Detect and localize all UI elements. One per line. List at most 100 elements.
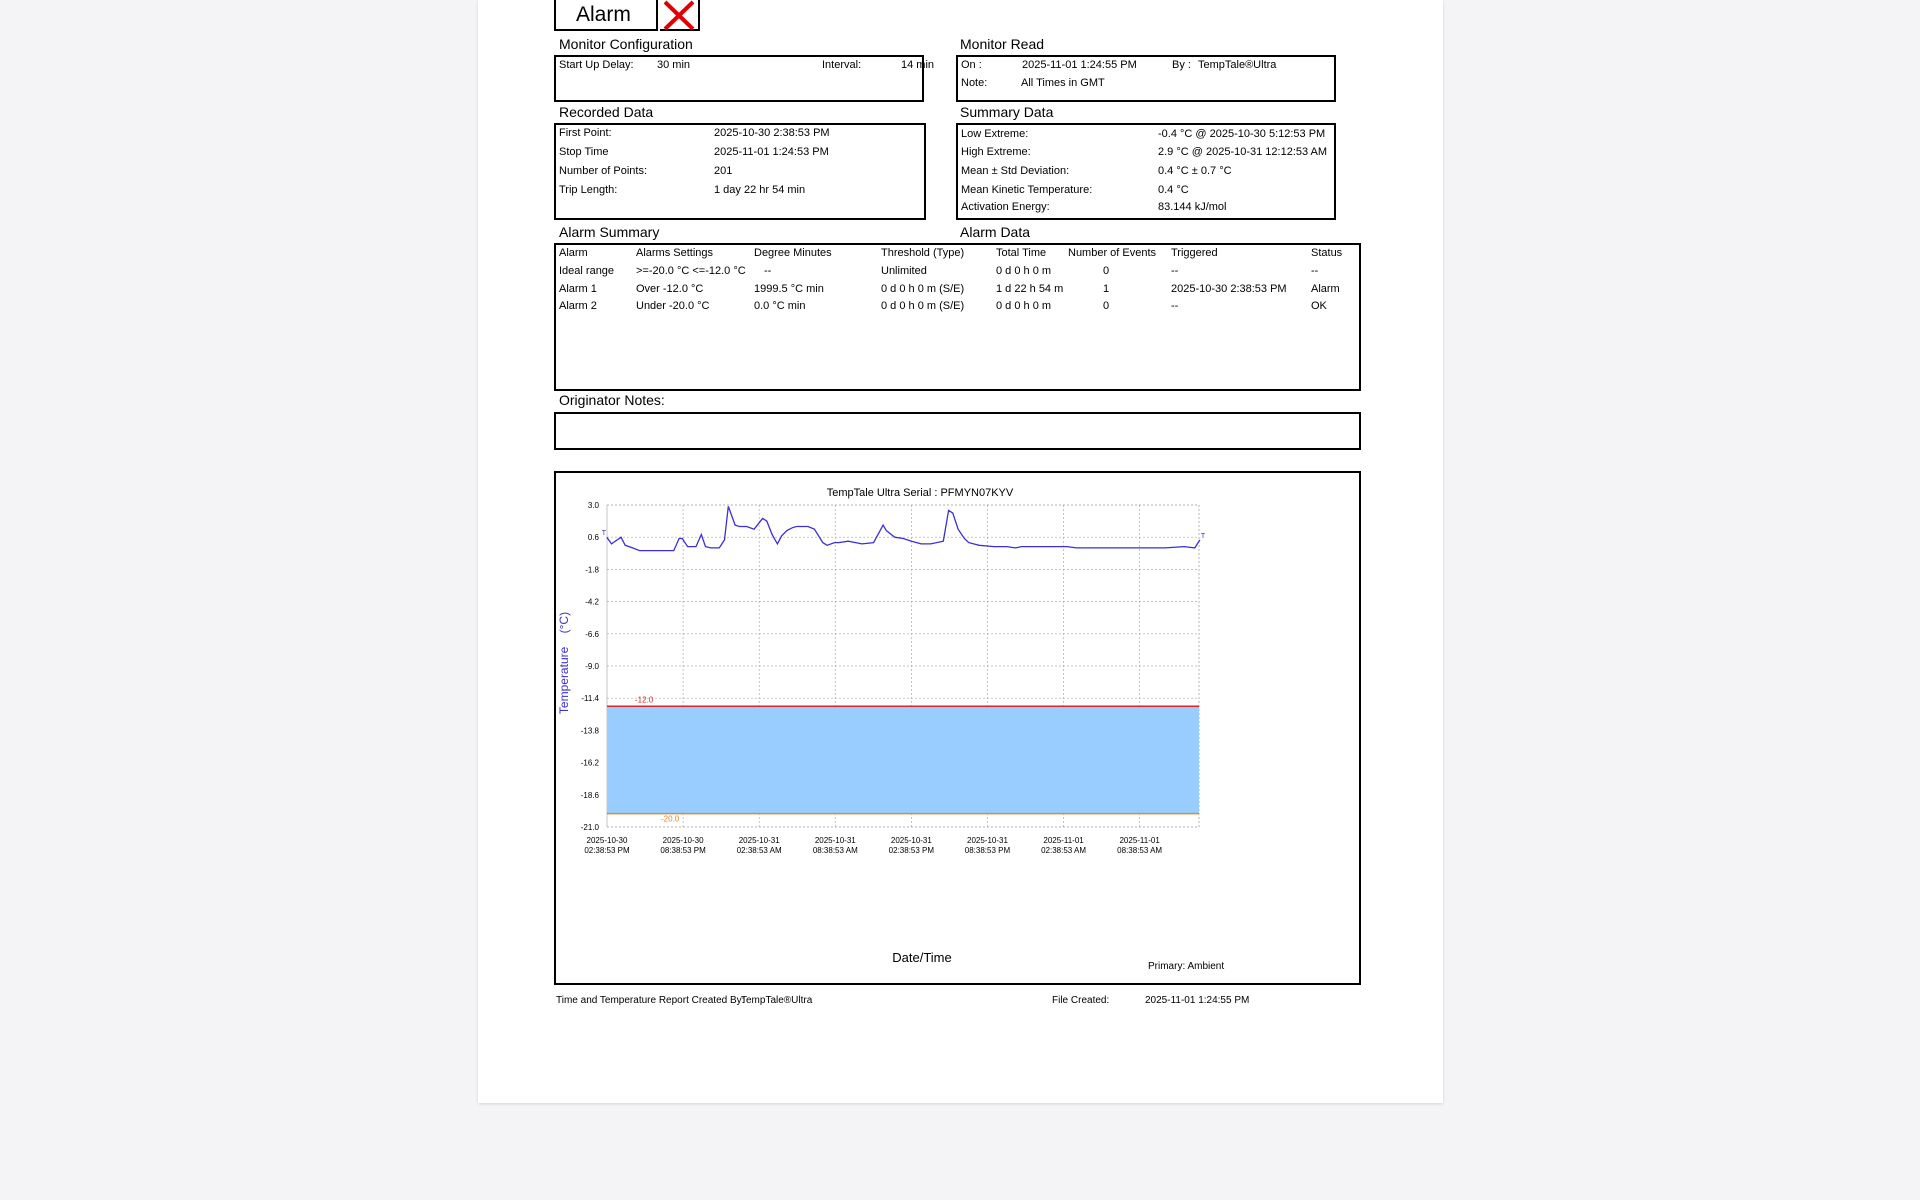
footer-file-created: 2025-11-01 1:24:55 PM bbox=[1145, 995, 1250, 1006]
monitor-configuration-title: Monitor Configuration bbox=[559, 36, 693, 52]
y-tick-label: -21.0 bbox=[581, 823, 600, 832]
chart-frame: TempTale Ultra Serial : PFMYN07KYV Tempe… bbox=[554, 471, 1361, 985]
recorded-value: 2025-11-01 1:24:53 PM bbox=[714, 146, 829, 158]
x-tick-time: 08:38:53 PM bbox=[965, 846, 1011, 855]
alarm-cell: Under -20.0 °C bbox=[636, 300, 710, 312]
alarm-cell: Alarm 2 bbox=[559, 300, 597, 312]
summary-value: 0.4 °C ± 0.7 °C bbox=[1158, 165, 1232, 177]
monitor-read-title: Monitor Read bbox=[960, 36, 1045, 52]
temperature-chart: TempTale Ultra Serial : PFMYN07KYV Tempe… bbox=[557, 487, 1224, 972]
summary-label: Mean Kinetic Temperature: bbox=[961, 184, 1093, 196]
x-tick-date: 2025-11-01 bbox=[1119, 836, 1160, 845]
alarm-cell: -- bbox=[1311, 265, 1319, 277]
x-tick-date: 2025-10-30 bbox=[587, 836, 628, 845]
recorded-value: 201 bbox=[714, 165, 733, 177]
alarm-cell: 0 d 0 h 0 m bbox=[996, 300, 1052, 312]
alarm-table-header: Triggered bbox=[1171, 247, 1218, 259]
start-up-delay-value: 30 min bbox=[657, 59, 691, 71]
x-tick-date: 2025-10-31 bbox=[891, 836, 932, 845]
recorded-label: First Point: bbox=[559, 127, 612, 139]
x-tick-time: 08:38:53 PM bbox=[660, 846, 706, 855]
start-marker: T bbox=[602, 530, 607, 537]
summary-label: Low Extreme: bbox=[961, 128, 1029, 140]
threshold-band: -12.0 -20.0 bbox=[607, 695, 1199, 824]
alarm-cell: 1 d 22 h 54 m bbox=[996, 283, 1064, 295]
y-tick-label: -18.6 bbox=[581, 791, 600, 800]
alarm-table-header: Alarms Settings bbox=[636, 247, 714, 259]
interval-label: Interval: bbox=[822, 59, 862, 71]
x-tick-date: 2025-10-30 bbox=[663, 836, 704, 845]
recorded-label: Stop Time bbox=[559, 146, 609, 158]
interval-value: 14 min bbox=[901, 59, 935, 71]
y-tick-label: 3.0 bbox=[588, 501, 600, 510]
alarm-cell: 1999.5 °C min bbox=[754, 283, 824, 295]
alarm-table-header: Degree Minutes bbox=[754, 247, 832, 259]
alarm-label: Alarm bbox=[576, 3, 631, 26]
alarm-cell: OK bbox=[1311, 300, 1327, 312]
alarm-cell: 0 d 0 h 0 m bbox=[996, 265, 1052, 277]
monitor-configuration-box: Start Up Delay: 30 min Interval: 14 min bbox=[554, 55, 934, 102]
read-note-value: All Times in GMT bbox=[1021, 77, 1105, 89]
lower-threshold-label: -20.0 bbox=[661, 815, 680, 824]
summary-value: 83.144 kJ/mol bbox=[1158, 201, 1227, 213]
alarm-x-icon bbox=[660, 0, 700, 31]
stop-marker: T bbox=[1201, 533, 1206, 540]
y-tick-label: -9.0 bbox=[585, 662, 599, 671]
read-by-label: By : bbox=[1172, 59, 1191, 71]
recorded-value: 2025-10-30 2:38:53 PM bbox=[714, 127, 830, 139]
monitor-read-box: On : 2025-11-01 1:24:55 PM By : TempTale… bbox=[956, 55, 1336, 102]
chart-legend: Primary: Ambient bbox=[1148, 961, 1224, 972]
x-tick-time: 02:38:53 PM bbox=[889, 846, 935, 855]
alarm-cell: Ideal range bbox=[559, 265, 615, 277]
alarm-cell: 0 bbox=[1103, 300, 1110, 312]
ideal-range-band bbox=[607, 706, 1199, 814]
alarm-cell: >=-20.0 °C <=-12.0 °C bbox=[636, 265, 746, 277]
alarm-cell: Alarm bbox=[1311, 283, 1340, 295]
alarm-table-header: Number of Events bbox=[1068, 247, 1157, 259]
alarm-status-box: Alarm bbox=[554, 0, 658, 31]
upper-threshold-label: -12.0 bbox=[635, 695, 654, 704]
recorded-label: Number of Points: bbox=[559, 165, 648, 177]
y-tick-label: -11.4 bbox=[581, 694, 599, 703]
summary-value: -0.4 °C @ 2025-10-30 5:12:53 PM bbox=[1158, 128, 1326, 140]
summary-value: 0.4 °C bbox=[1158, 184, 1189, 196]
x-tick-time: 02:38:53 AM bbox=[1041, 846, 1086, 855]
alarm-table-header: Alarm bbox=[559, 247, 588, 259]
y-tick-label: -4.2 bbox=[585, 598, 599, 607]
y-tick-label: -13.8 bbox=[581, 726, 600, 735]
alarm-cell: -- bbox=[764, 265, 772, 277]
report-page: Alarm Monitor Configuration Start Up Del… bbox=[478, 0, 1443, 1103]
x-tick-date: 2025-10-31 bbox=[815, 836, 856, 845]
y-tick-label: 0.6 bbox=[588, 533, 600, 542]
recorded-data-box: First Point: 2025-10-30 2:38:53 PM Stop … bbox=[554, 123, 926, 220]
x-tick-time: 08:38:53 AM bbox=[1117, 846, 1162, 855]
x-axis-label: Date/Time bbox=[892, 950, 951, 965]
footer-file-created-label: File Created: bbox=[1052, 995, 1110, 1006]
alarm-cell: -- bbox=[1171, 300, 1179, 312]
summary-label: Activation Energy: bbox=[961, 201, 1050, 213]
y-tick-label: -6.6 bbox=[585, 630, 599, 639]
alarm-data-title: Alarm Data bbox=[960, 224, 1031, 240]
read-on-label: On : bbox=[961, 59, 982, 71]
alarm-cell: 0 bbox=[1103, 265, 1110, 277]
alarm-cell: -- bbox=[1171, 265, 1179, 277]
read-on-value: 2025-11-01 1:24:55 PM bbox=[1022, 59, 1137, 71]
originator-notes-box bbox=[554, 412, 1361, 450]
recorded-label: Trip Length: bbox=[559, 184, 618, 196]
y-axis-label: Temperature (°C) bbox=[557, 612, 571, 714]
temperature-series-line bbox=[606, 506, 1201, 552]
alarm-cell: 0 d 0 h 0 m (S/E) bbox=[881, 283, 965, 295]
x-tick-date: 2025-10-31 bbox=[967, 836, 1008, 845]
alarm-table-header: Threshold (Type) bbox=[881, 247, 965, 259]
y-tick-label: -16.2 bbox=[581, 759, 600, 768]
y-tick-labels: 3.0 0.6 -1.8 -4.2 -6.6 -9.0 -11.4 -13.8 -16.2 -18… bbox=[581, 501, 600, 832]
y-tick-label: -1.8 bbox=[585, 565, 599, 574]
alarm-table-header: Status bbox=[1311, 247, 1343, 259]
alarm-cell: 0.0 °C min bbox=[754, 300, 806, 312]
alarm-table-header: Total Time bbox=[996, 247, 1047, 259]
summary-value: 2.9 °C @ 2025-10-31 12:12:53 AM bbox=[1158, 146, 1328, 158]
summary-data-title: Summary Data bbox=[960, 104, 1054, 120]
footer-created-by: TempTale®Ultra bbox=[741, 995, 813, 1006]
